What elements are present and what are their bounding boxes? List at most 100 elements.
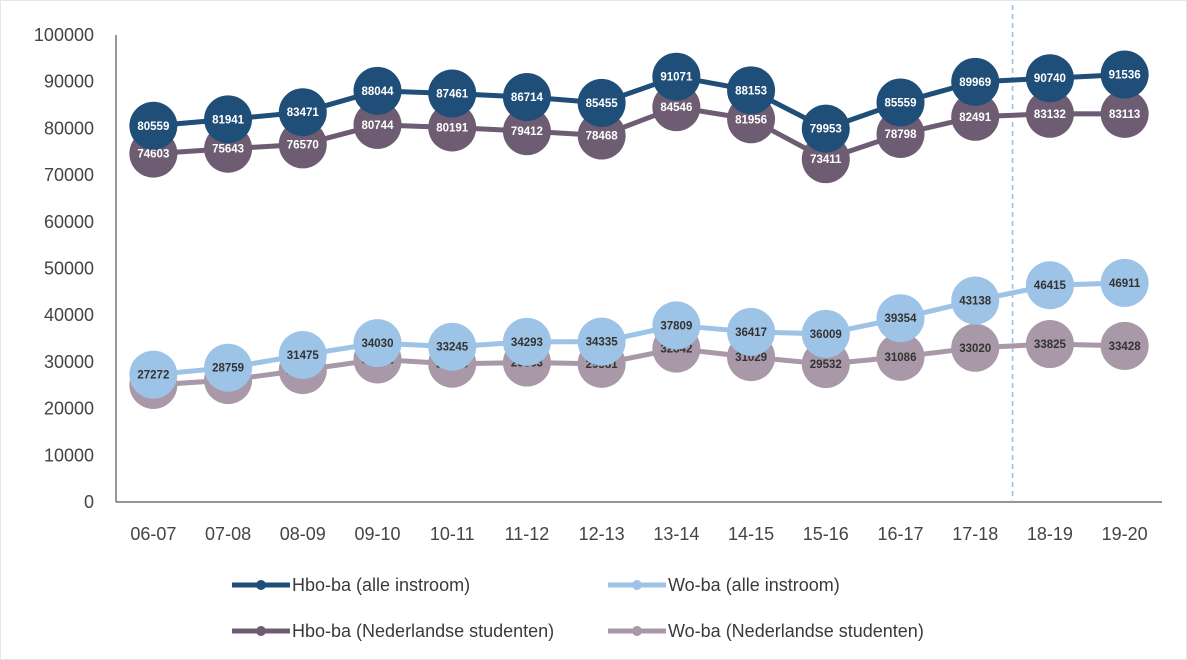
data-label: 37809	[660, 320, 692, 332]
data-point	[502, 73, 551, 122]
data-label: 78798	[885, 129, 918, 141]
data-label: 33245	[436, 342, 469, 354]
data-point	[1025, 54, 1074, 103]
data-label: 33825	[1034, 339, 1067, 351]
x-tick-label: 07-08	[205, 524, 251, 544]
x-tick-label: 10-11	[430, 524, 475, 544]
data-point	[1100, 89, 1149, 138]
data-label: 87461	[436, 89, 469, 101]
data-label: 74603	[137, 149, 169, 161]
data-point	[1100, 258, 1149, 307]
data-point	[1025, 320, 1074, 369]
data-label: 28759	[212, 363, 244, 375]
data-point	[428, 103, 477, 152]
data-point	[278, 88, 327, 137]
data-label: 33428	[1109, 341, 1142, 353]
data-point	[278, 331, 327, 380]
data-point	[577, 78, 626, 127]
data-label: 80744	[362, 120, 395, 132]
y-tick-label: 70000	[44, 165, 94, 185]
data-point	[876, 78, 925, 127]
y-tick-label: 60000	[44, 212, 94, 232]
y-axis: 0 10000 20000 30000 40000 50000 60000 70000 8000…	[34, 25, 117, 512]
data-point	[951, 276, 1000, 325]
data-point	[727, 66, 776, 115]
legend-swatch-marker	[632, 580, 642, 590]
data-point	[428, 69, 477, 118]
data-point	[951, 57, 1000, 106]
data-label: 89969	[959, 77, 991, 89]
data-point	[1100, 50, 1149, 99]
data-point	[204, 95, 253, 144]
data-label: 31475	[287, 350, 320, 362]
data-point	[502, 317, 551, 366]
data-point	[801, 309, 850, 358]
data-label: 79412	[511, 126, 543, 138]
data-point	[1025, 89, 1074, 138]
legend-label: Wo-ba (alle instroom)	[668, 575, 840, 595]
data-point	[652, 301, 701, 350]
data-point	[801, 104, 850, 153]
legend-label: Wo-ba (Nederlandse studenten)	[668, 621, 924, 641]
data-label: 82491	[959, 112, 992, 124]
data-label: 27272	[137, 370, 169, 382]
x-tick-label: 14-15	[728, 524, 774, 544]
x-tick-label: 15-16	[803, 524, 849, 544]
data-label: 90740	[1034, 73, 1066, 85]
data-point	[876, 332, 925, 381]
data-label: 46911	[1109, 278, 1141, 290]
y-tick-label: 80000	[44, 118, 94, 138]
data-point	[727, 307, 776, 356]
data-label: 80191	[436, 123, 469, 135]
data-label: 36009	[810, 329, 842, 341]
data-label: 84546	[660, 102, 692, 114]
data-point	[129, 350, 178, 399]
x-tick-label: 06-07	[130, 524, 176, 544]
x-tick-label: 11-12	[505, 524, 550, 544]
data-label: 29532	[810, 359, 842, 371]
data-label: 81941	[212, 114, 245, 126]
data-label: 76570	[287, 139, 319, 151]
legend: Hbo-ba (alle instroom) Wo-ba (alle instro…	[232, 575, 924, 641]
x-tick-label: 09-10	[354, 524, 400, 544]
legend-item: Hbo-ba (Nederlandse studenten)	[232, 621, 554, 641]
x-axis: 06-07 07-08 08-09 09-10 10-11 11-12 12-13 13-14…	[116, 501, 1162, 544]
data-label: 36417	[735, 327, 767, 339]
legend-item: Wo-ba (Nederlandse studenten)	[608, 621, 924, 641]
legend-label: Hbo-ba (alle instroom)	[292, 575, 470, 595]
data-point	[1100, 321, 1149, 370]
x-tick-label: 13-14	[653, 524, 699, 544]
data-point	[652, 52, 701, 101]
y-tick-label: 90000	[44, 72, 94, 92]
data-point	[204, 343, 253, 392]
data-label: 46415	[1034, 280, 1067, 292]
x-tick-label: 19-20	[1102, 524, 1148, 544]
legend-swatch-marker	[632, 626, 642, 636]
data-label: 73411	[810, 154, 842, 166]
data-point	[353, 100, 402, 149]
legend-item: Hbo-ba (alle instroom)	[232, 575, 470, 595]
data-label: 31029	[735, 352, 767, 364]
y-tick-label: 20000	[44, 399, 94, 419]
y-tick-label: 40000	[44, 305, 94, 325]
data-point	[577, 317, 626, 366]
data-label: 34335	[586, 337, 619, 349]
x-tick-label: 08-09	[280, 524, 326, 544]
data-label: 85559	[885, 97, 917, 109]
data-label: 78468	[586, 131, 619, 143]
data-label: 91071	[660, 72, 693, 84]
legend-item: Wo-ba (alle instroom)	[608, 575, 840, 595]
y-tick-label: 30000	[44, 352, 94, 372]
data-label: 31086	[885, 352, 917, 364]
data-label: 86714	[511, 92, 544, 104]
data-label: 83113	[1109, 109, 1140, 121]
data-point	[876, 294, 925, 343]
data-label: 80559	[137, 121, 169, 133]
data-label: 75643	[212, 144, 244, 156]
data-label: 83132	[1034, 109, 1066, 121]
data-label: 39354	[885, 313, 918, 325]
data-label: 79953	[810, 124, 842, 136]
x-tick-label: 18-19	[1027, 524, 1073, 544]
legend-swatch-marker	[256, 626, 266, 636]
